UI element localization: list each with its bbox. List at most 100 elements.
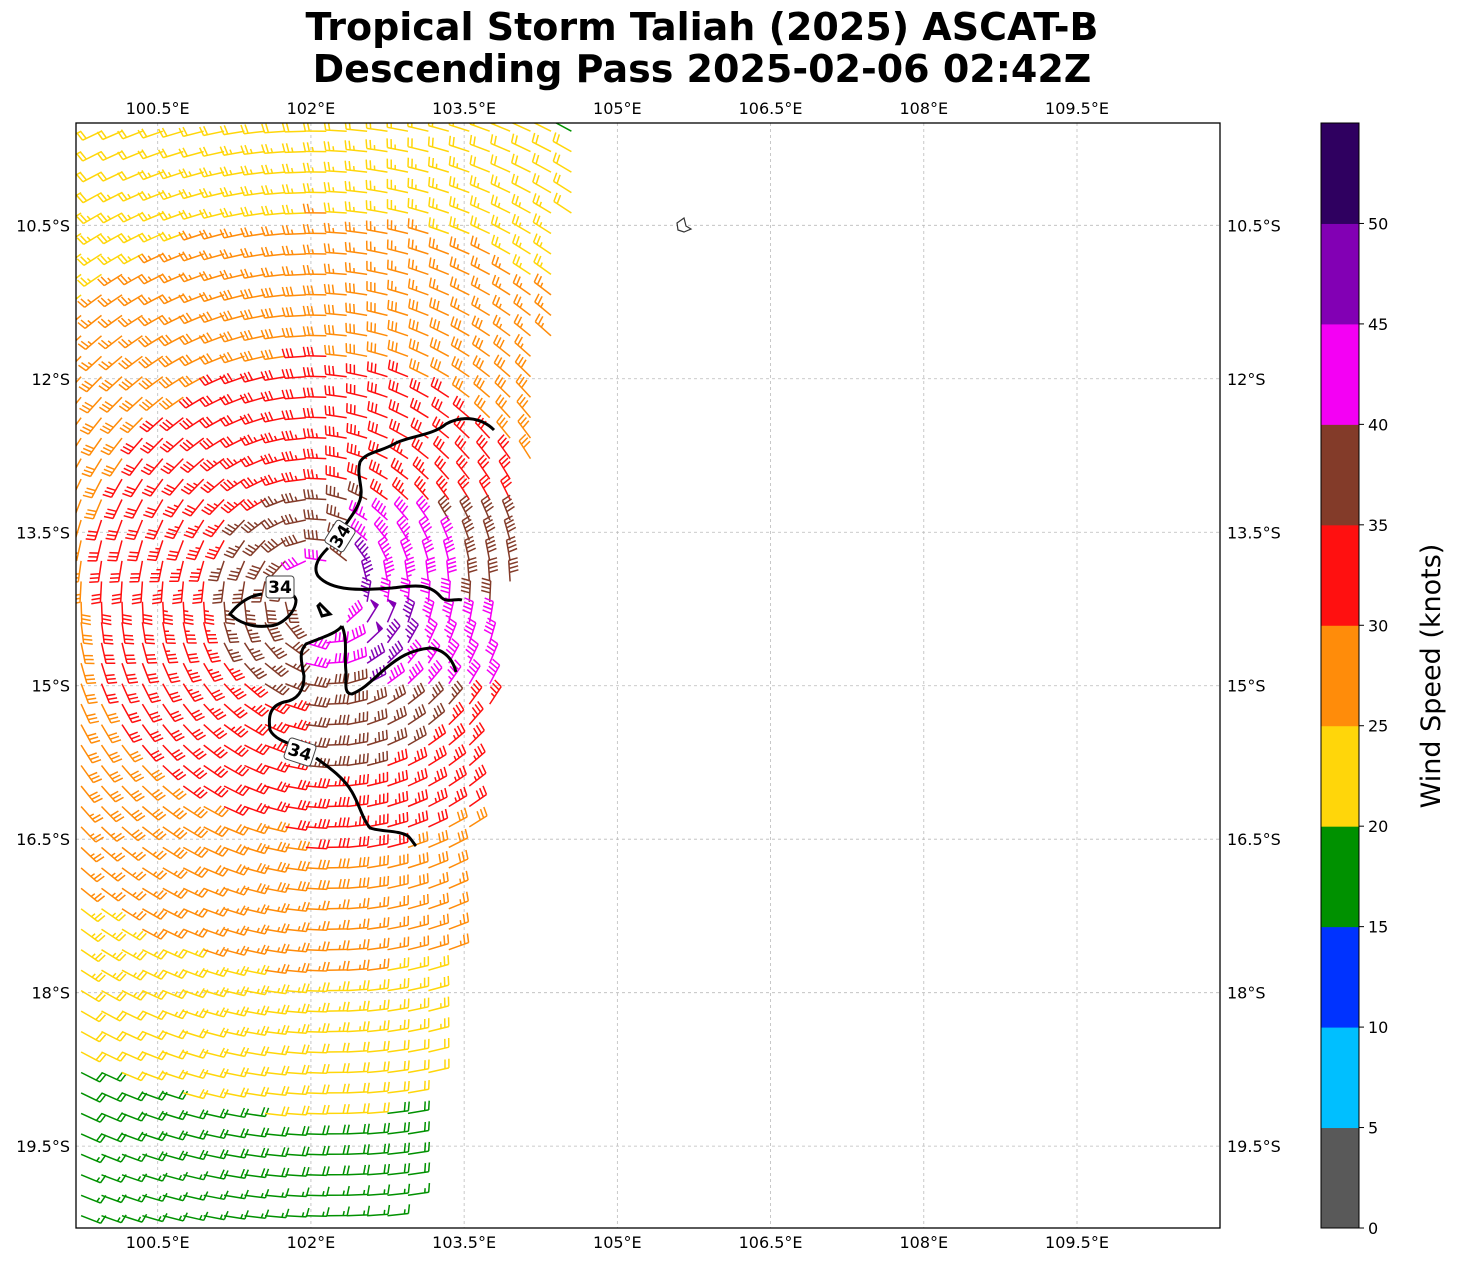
wind-barb-886 xyxy=(367,937,390,951)
wind-barb-253 xyxy=(219,331,245,343)
wind-barb-67 xyxy=(407,157,429,173)
wind-barb-331 xyxy=(388,379,409,398)
wind-barb-110 xyxy=(260,205,286,216)
wind-barb-318 xyxy=(118,396,143,412)
wind-barb-314 xyxy=(514,353,532,378)
wind-barb-801 xyxy=(182,866,209,878)
wind-barb-654 xyxy=(448,680,464,705)
wind-barb-358 xyxy=(473,394,491,419)
wind-barb-214 xyxy=(407,278,429,296)
colorbar-bin-9 xyxy=(1321,223,1359,325)
wind-barb-285 xyxy=(387,339,409,358)
wind-barb-804 xyxy=(244,862,270,875)
wind-barb-676 xyxy=(468,700,484,726)
wind-barb-418 xyxy=(281,471,306,483)
wind-barb-447 xyxy=(435,475,450,500)
wind-barb-965 xyxy=(121,1050,148,1062)
wind-barb-412 xyxy=(161,478,184,496)
wind-barb-408 xyxy=(82,478,103,499)
wind-barb-1046 xyxy=(346,1123,370,1135)
wind-barb-928 xyxy=(101,1010,127,1022)
wind-barb-463 xyxy=(303,509,327,521)
wind-barb-199 xyxy=(97,294,123,308)
wind-barb-182 xyxy=(240,268,266,279)
wind-barb-172 xyxy=(532,233,552,255)
colorbar-tick-3: 15 xyxy=(1368,918,1388,937)
wind-barb-518 xyxy=(91,581,103,605)
wind-barb-1066 xyxy=(407,1141,431,1156)
wind-barb-800 xyxy=(162,867,188,880)
wind-barb-297 xyxy=(158,376,184,389)
wind-barb-22 xyxy=(511,123,531,132)
wind-barb-696 xyxy=(468,722,485,746)
wind-barb-81 xyxy=(178,188,204,200)
wind-barb-43 xyxy=(427,136,450,153)
wind-barb-437 xyxy=(220,498,245,514)
wind-barb-850 xyxy=(407,893,429,910)
wind-barb-857 xyxy=(162,928,189,939)
wind-barb-830 xyxy=(387,874,409,890)
wind-barb-434 xyxy=(162,499,184,518)
wind-barb-49 xyxy=(552,132,572,153)
wind-barb-9 xyxy=(240,124,266,135)
wind-barb-335 xyxy=(473,375,491,398)
wind-barb-369 xyxy=(219,436,245,449)
wind-barb-409 xyxy=(102,478,123,499)
wind-barb-388 xyxy=(140,458,164,476)
wind-barb-270 xyxy=(78,355,103,372)
wind-barb-76 xyxy=(76,191,102,204)
wind-barb-60 xyxy=(260,164,286,175)
lon-tick-top-6: 109.5°E xyxy=(1045,99,1109,118)
wind-barb-158 xyxy=(240,247,266,259)
wind-barb-1057 xyxy=(223,1148,249,1159)
wind-barb-290 xyxy=(493,334,511,357)
wind-barb-351 xyxy=(324,405,347,419)
wind-barb-1010 xyxy=(305,1084,330,1095)
wind-barb-1004 xyxy=(183,1088,209,1100)
colorbar-tick-9: 45 xyxy=(1368,315,1388,334)
wind-barb-7 xyxy=(199,125,225,137)
wind-barb-350 xyxy=(302,407,327,419)
wind-barb-660 xyxy=(141,724,164,743)
wind-barb-1113 xyxy=(326,1206,350,1217)
wind-barb-869 xyxy=(407,914,430,930)
wind-barb-895 xyxy=(162,968,189,979)
wind-barb-890 xyxy=(448,933,470,951)
wind-barb-20 xyxy=(469,123,490,132)
wind-barb-118 xyxy=(428,197,450,214)
wind-barb-301 xyxy=(239,371,266,383)
wind-barb-915 xyxy=(203,987,229,998)
wind-barb-152 xyxy=(117,253,143,265)
wind-barb-765 xyxy=(244,822,270,835)
colorbar: 0 5 10 15 20 25 30 35 40 45 50 Wind Speed (knots) xyxy=(1320,122,1447,1238)
wind-barb-286 xyxy=(408,338,429,357)
wind-barb-569 xyxy=(422,597,435,623)
wind-barb-751 xyxy=(366,792,389,808)
wind-barb-90 xyxy=(365,179,388,194)
wind-barb-458 xyxy=(202,519,225,538)
wind-barb-435 xyxy=(181,499,205,517)
wind-barb-1080 xyxy=(346,1164,371,1176)
wind-barb-735 xyxy=(448,765,468,787)
wind-barb-847 xyxy=(346,897,370,910)
wind-barb-484 xyxy=(280,534,307,548)
colorbar-tick-6: 30 xyxy=(1368,616,1388,635)
wind-barb-226 xyxy=(158,314,184,326)
wind-barb-962 xyxy=(428,1017,450,1033)
wind-barb-990 xyxy=(264,1065,290,1076)
wind-barb-410 xyxy=(122,478,144,498)
wind-barb-291 xyxy=(514,333,531,357)
wind-barb-639 xyxy=(141,703,163,723)
lat-tick-right-5: 18°S xyxy=(1227,984,1266,1003)
wind-barb-453 xyxy=(105,519,123,541)
wind-barb-482 xyxy=(242,539,266,557)
wind-barb-1044 xyxy=(305,1125,330,1136)
wind-barb-215 xyxy=(428,277,450,296)
wind-barb-1036 xyxy=(142,1130,168,1142)
wind-barb-740 xyxy=(141,805,167,821)
wind-barb-841 xyxy=(223,905,250,916)
wind-barb-485 xyxy=(303,529,327,542)
wind-barb-400 xyxy=(389,438,409,460)
wind-barb-767 xyxy=(285,820,311,831)
